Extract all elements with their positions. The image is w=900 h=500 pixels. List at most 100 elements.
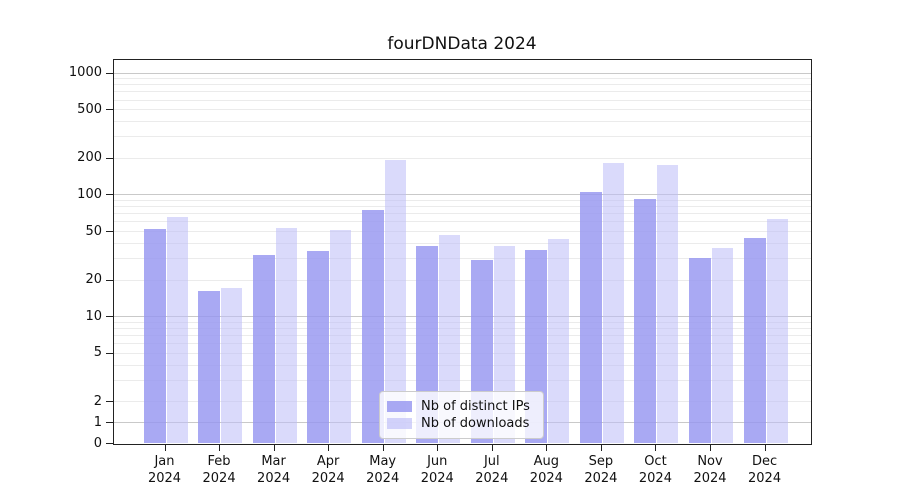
bar-distinct-ips [689, 258, 711, 443]
x-tick-label: Feb 2024 [179, 453, 259, 487]
x-tick-label: Apr 2024 [288, 453, 368, 487]
bar-distinct-ips [198, 291, 221, 443]
x-tick-year: 2024 [529, 470, 563, 486]
x-tick-year: 2024 [147, 470, 182, 486]
bar-distinct-ips [307, 251, 330, 443]
y-tick [106, 443, 113, 445]
y-tick-label: 100 [77, 186, 102, 202]
legend-item-distinct-ips: Nb of distinct IPs [387, 398, 535, 415]
x-tick-label: Oct 2024 [615, 453, 695, 487]
gridline-minor [113, 242, 811, 244]
x-tick-label: Sep 2024 [561, 453, 641, 487]
gridline-minor [113, 335, 811, 337]
x-tick-month: Aug [533, 453, 560, 469]
bar-distinct-ips [634, 198, 657, 443]
x-tick [600, 444, 602, 451]
x-tick-label: May 2024 [343, 453, 423, 487]
x-tick-month: Sep [588, 453, 614, 469]
bar-distinct-ips [579, 191, 602, 443]
x-tick-year: 2024 [584, 470, 618, 486]
y-tick [106, 109, 113, 111]
y-tick-label: 5 [93, 345, 102, 361]
y-tick-label: 200 [77, 150, 102, 166]
y-tick-label: 2 [93, 393, 102, 409]
x-tick-year: 2024 [420, 470, 454, 486]
x-tick-month: Nov [697, 453, 723, 469]
legend: Nb of distinct IPs Nb of downloads [379, 391, 544, 439]
gridline-major [113, 316, 811, 318]
y-tick-label: 1 [93, 414, 102, 430]
x-tick-month: Jun [427, 453, 448, 469]
y-tick [106, 157, 113, 159]
x-tick [764, 444, 766, 451]
x-tick [710, 444, 711, 451]
gridline-minor [113, 199, 811, 201]
x-tick-year: 2024 [475, 470, 509, 486]
legend-item-downloads: Nb of downloads [387, 415, 535, 432]
x-tick-label: Jun 2024 [397, 453, 477, 487]
gridline-minor [113, 206, 811, 208]
x-tick-month: Dec [751, 453, 778, 469]
x-tick-label: Jul 2024 [452, 453, 532, 487]
x-tick-month: May [369, 453, 397, 469]
gridline-minor [113, 327, 811, 329]
y-tick-label: 0 [93, 435, 102, 451]
x-tick [546, 444, 548, 451]
gridline-minor [113, 352, 811, 354]
x-tick-label: Nov 2024 [670, 453, 750, 487]
y-tick-label: 500 [77, 101, 102, 117]
gridline-major [113, 194, 811, 196]
x-tick-year: 2024 [693, 470, 727, 486]
gridline-minor [113, 343, 811, 345]
x-tick-label: Dec 2024 [725, 453, 805, 487]
y-tick-label: 20 [85, 272, 102, 287]
x-tick-year: 2024 [311, 470, 345, 486]
x-tick [273, 444, 275, 451]
gridline-minor [113, 321, 811, 323]
x-tick [491, 444, 493, 451]
gridline-major [113, 72, 811, 74]
legend-swatch-distinct-ips [387, 401, 412, 412]
chart-title: fourDNData 2024 [387, 34, 537, 54]
x-tick [164, 444, 166, 451]
gridline-minor [113, 231, 811, 233]
legend-label-downloads: Nb of downloads [421, 416, 530, 431]
x-tick [219, 444, 221, 451]
bar-downloads [384, 160, 406, 443]
x-tick-label: Jan 2024 [125, 453, 205, 487]
x-tick-month: Mar [261, 453, 286, 469]
y-tick [106, 422, 113, 424]
y-tick-label: 50 [85, 223, 102, 239]
x-tick-month: Feb [207, 453, 231, 469]
y-tick-label: 10 [85, 308, 102, 324]
gridline-minor [113, 258, 811, 260]
gridline-minor [113, 379, 811, 381]
x-tick-month: Jul [483, 453, 500, 469]
x-tick [328, 444, 330, 451]
gridline-minor [113, 136, 811, 138]
x-tick-year: 2024 [366, 470, 400, 486]
gridline-minor [113, 91, 811, 93]
x-tick-label: Mar 2024 [234, 453, 314, 487]
bar-downloads [166, 217, 188, 443]
bar-downloads [766, 218, 788, 443]
bar-downloads [548, 239, 570, 443]
x-tick-month: Apr [316, 453, 340, 469]
gridline-minor [113, 364, 811, 366]
gridline-minor [113, 279, 811, 281]
y-tick [106, 401, 113, 403]
bar-downloads [602, 162, 624, 443]
y-tick [106, 316, 113, 318]
bar-distinct-ips [143, 228, 166, 443]
y-tick [106, 352, 113, 354]
gridline-minor [113, 221, 811, 223]
gridline-minor [113, 213, 811, 215]
x-tick-year: 2024 [748, 470, 782, 486]
gridline-minor [113, 157, 811, 159]
bar-downloads [330, 229, 352, 443]
legend-label-distinct-ips: Nb of distinct IPs [421, 399, 530, 414]
bar-downloads [712, 248, 733, 443]
gridline-minor [113, 99, 811, 101]
x-tick-year: 2024 [202, 470, 236, 486]
